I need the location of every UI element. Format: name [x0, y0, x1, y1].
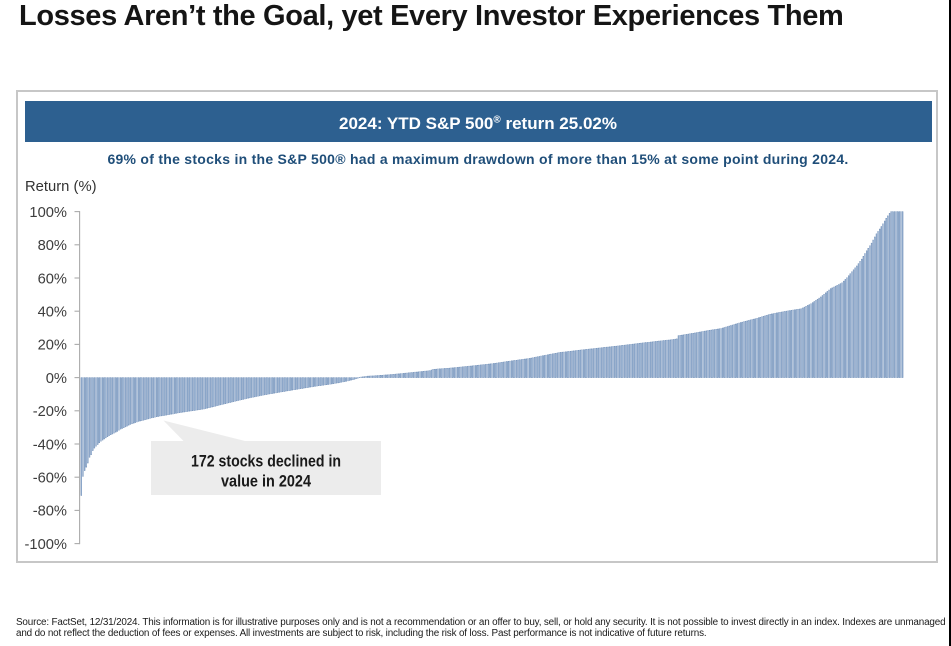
- svg-text:40%: 40%: [38, 305, 67, 321]
- svg-text:-40%: -40%: [33, 437, 67, 453]
- svg-text:-20%: -20%: [33, 404, 67, 420]
- svg-text:-100%: -100%: [25, 537, 67, 553]
- svg-text:60%: 60%: [38, 271, 67, 287]
- svg-text:80%: 80%: [38, 238, 67, 254]
- svg-text:0%: 0%: [46, 371, 67, 387]
- svg-text:value in 2024: value in 2024: [221, 472, 311, 491]
- svg-text:20%: 20%: [38, 338, 67, 354]
- svg-text:100%: 100%: [29, 205, 67, 221]
- svg-text:172 stocks declined in: 172 stocks declined in: [191, 452, 341, 471]
- svg-text:-80%: -80%: [33, 504, 67, 520]
- svg-text:-60%: -60%: [33, 471, 67, 487]
